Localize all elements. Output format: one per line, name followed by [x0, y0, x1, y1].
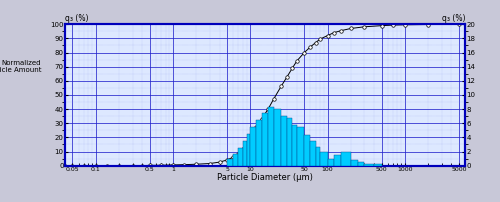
Bar: [334, 155, 341, 166]
Bar: [281, 116, 287, 166]
Bar: [233, 154, 238, 166]
Bar: [274, 109, 281, 166]
Bar: [304, 135, 310, 166]
Text: q₃ (%): q₃ (%): [442, 14, 465, 23]
Bar: [262, 113, 268, 166]
Bar: [287, 118, 292, 166]
Bar: [292, 125, 297, 166]
Bar: [358, 162, 364, 166]
Bar: [328, 159, 334, 166]
Bar: [256, 120, 262, 166]
Bar: [268, 107, 274, 166]
Bar: [316, 147, 320, 166]
Bar: [310, 141, 316, 166]
Bar: [227, 159, 233, 166]
Bar: [374, 164, 382, 166]
Text: q₃ (%): q₃ (%): [65, 14, 88, 23]
Bar: [341, 152, 351, 166]
Text: Normalized
Particle Amount: Normalized Particle Amount: [0, 60, 41, 73]
Bar: [238, 148, 243, 166]
Bar: [320, 152, 328, 166]
Bar: [351, 160, 358, 166]
Bar: [243, 141, 247, 166]
X-axis label: Particle Diameter (μm): Particle Diameter (μm): [217, 174, 313, 182]
Bar: [364, 164, 374, 166]
Bar: [247, 134, 250, 166]
Bar: [250, 127, 256, 166]
Bar: [297, 127, 304, 166]
